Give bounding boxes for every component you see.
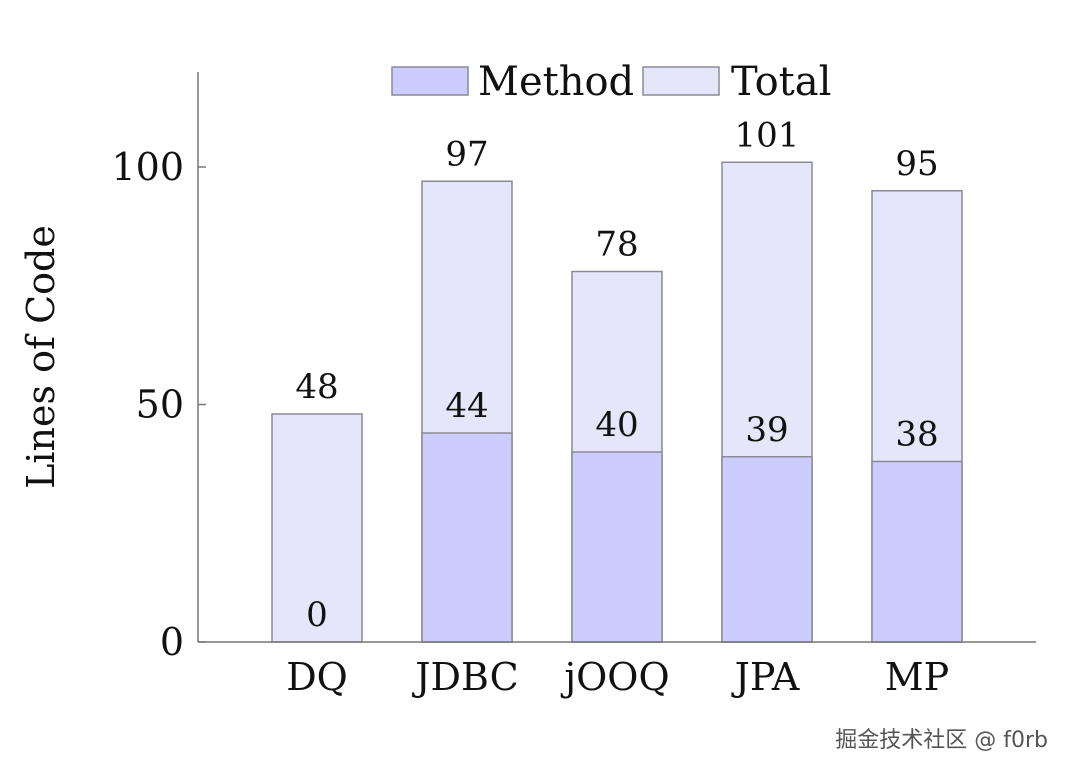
y-tick-label: 0 <box>160 620 184 664</box>
data-label-method: 38 <box>895 415 938 455</box>
data-label-method: 40 <box>595 405 638 445</box>
bar-method-jooq <box>571 451 663 643</box>
bar-method-jpa <box>721 456 813 643</box>
x-tick-label: jOOQ <box>560 655 669 699</box>
data-label-total: 97 <box>445 134 488 174</box>
x-tick-label: DQ <box>286 655 348 699</box>
watermark: 掘金技术社区 @ f0rb <box>835 728 1048 753</box>
x-tick-label: MP <box>885 655 949 699</box>
data-labels: 48 0 97 44 78 40 101 39 95 38 <box>295 115 938 635</box>
data-label-total: 78 <box>595 225 638 265</box>
y-axis-label: Lines of Code <box>19 225 63 489</box>
bar-method-mp <box>871 460 963 643</box>
legend-label-method: Method <box>478 59 634 105</box>
method-bars <box>421 432 963 643</box>
legend-label-total: Total <box>731 59 831 105</box>
data-label-method: 44 <box>445 386 488 426</box>
y-tick-label: 50 <box>136 383 184 427</box>
y-ticks: 0 50 100 <box>111 145 206 664</box>
legend-swatch-total <box>642 66 720 96</box>
data-label-total: 101 <box>735 115 800 155</box>
x-tick-label: JDBC <box>411 655 518 699</box>
bar-total-dq <box>271 413 363 643</box>
legend-swatch-method <box>391 66 469 96</box>
y-tick-label: 100 <box>111 145 184 189</box>
data-label-total: 48 <box>295 367 338 407</box>
data-label-method: 39 <box>745 410 788 450</box>
x-ticks: DQ JDBC jOOQ JPA MP <box>286 655 949 699</box>
legend: Method Total <box>391 59 831 105</box>
x-tick-label: JPA <box>731 655 800 699</box>
bar-method-jdbc <box>421 432 513 643</box>
data-label-total: 95 <box>895 144 938 184</box>
data-label-method: 0 <box>306 595 328 635</box>
